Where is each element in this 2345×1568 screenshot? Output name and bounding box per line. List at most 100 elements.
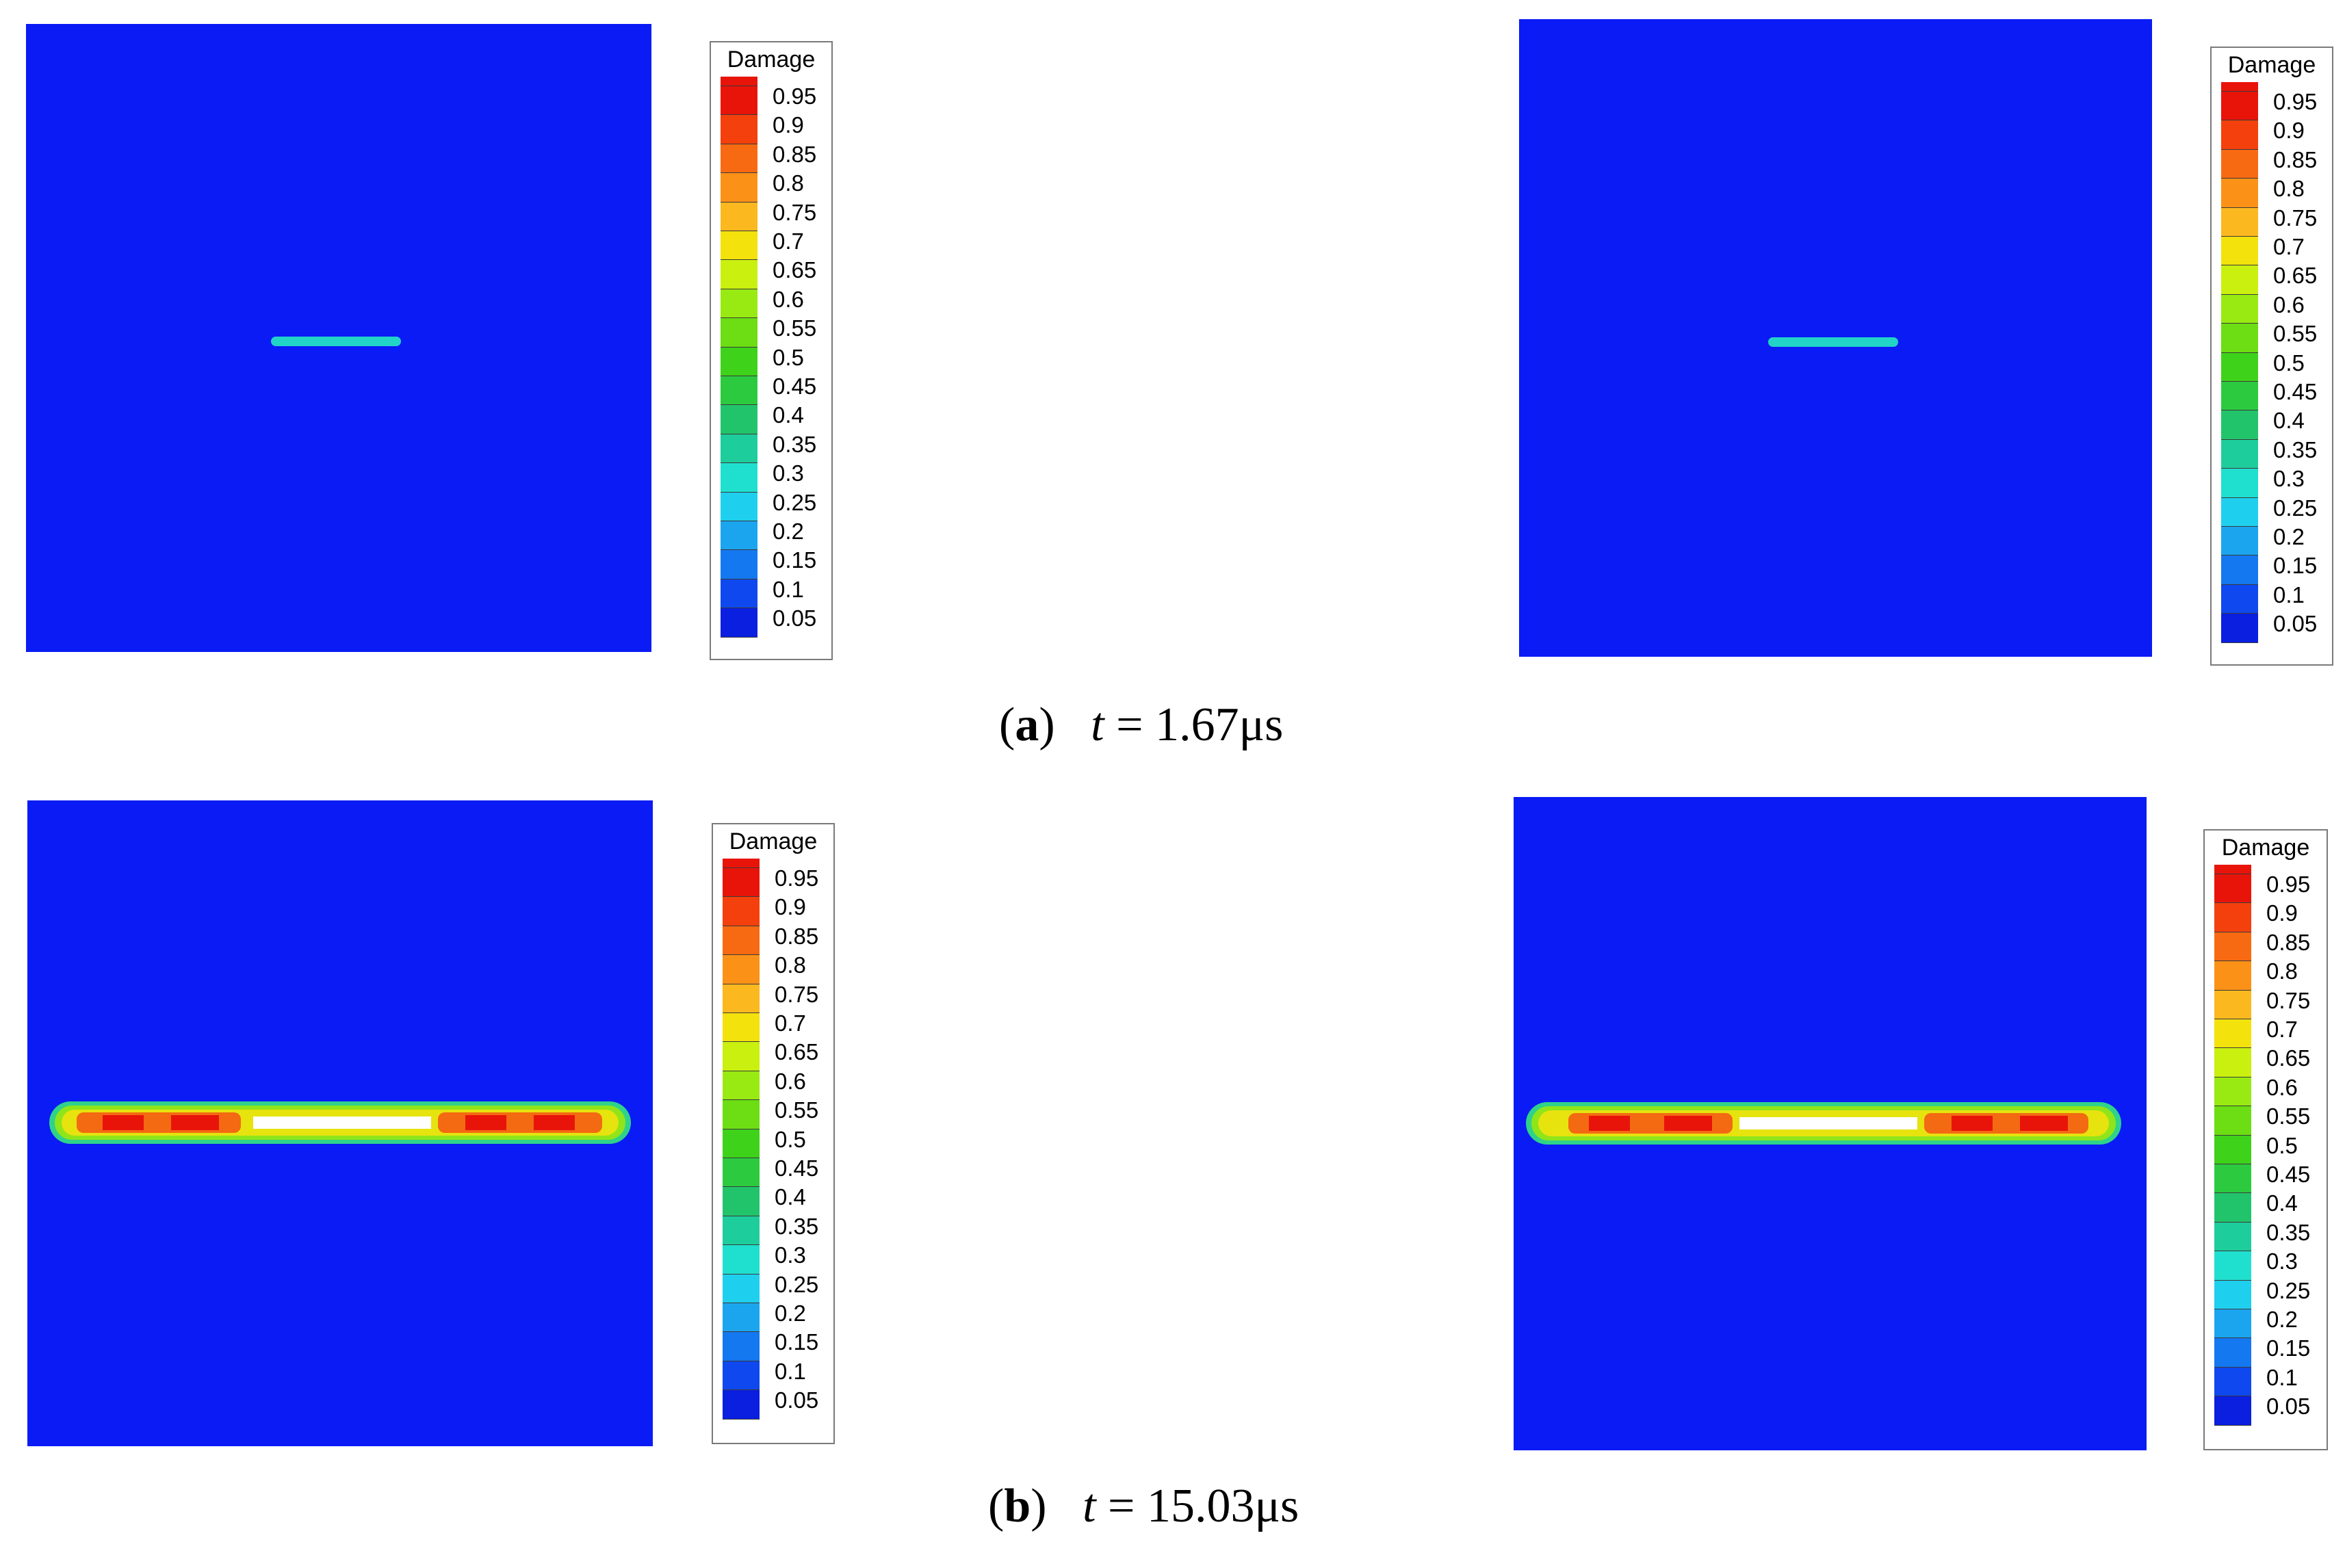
legend-swatch (721, 318, 757, 348)
legend-label: 0.35 (773, 431, 817, 457)
legend-swatch (2221, 179, 2258, 208)
legend-label: 0.85 (773, 141, 817, 167)
legend-swatch (2214, 990, 2251, 1019)
legend-swatch (2221, 556, 2258, 585)
initial-crack (1768, 337, 1898, 347)
legend-swatch (2214, 1338, 2251, 1368)
caption-b: (b) t = 15.03μs (988, 1480, 1299, 1532)
legend-label: 0.25 (775, 1271, 819, 1297)
legend-swatch (723, 1245, 760, 1275)
legend-swatch (721, 521, 757, 551)
legend-swatch (2214, 1222, 2251, 1252)
legend-label: 0.15 (2266, 1335, 2311, 1361)
legend-label: 0.55 (2266, 1103, 2311, 1129)
legend-swatch (723, 868, 760, 898)
legend-label: 0.3 (2266, 1249, 2298, 1275)
legend-swatch (721, 347, 757, 376)
legend-swatch (2221, 527, 2258, 556)
legend-label: 0.35 (2266, 1219, 2311, 1245)
legend-label: 0.95 (2273, 89, 2318, 114)
legend-swatch (721, 86, 757, 116)
legend-label: 0.35 (2273, 436, 2318, 462)
legend-swatch (2214, 1280, 2251, 1309)
legend-label: 0.3 (2273, 466, 2305, 492)
legend-swatch (721, 144, 757, 174)
legend-swatch (723, 1216, 760, 1246)
legend-label: 0.65 (2273, 263, 2318, 289)
legend-swatch (723, 1332, 760, 1361)
legend-label: 0.05 (773, 605, 817, 631)
legend-label: 0.9 (2273, 118, 2305, 144)
legend-swatch (721, 173, 757, 202)
legend-label: 0.25 (2266, 1277, 2311, 1303)
legend-label: 0.9 (2266, 900, 2298, 926)
damage-legend: Damage 0.95 0.9 0.85 0.8 0.75 0.7 0.65 0.6 0.55 0.… (712, 823, 835, 1444)
legend-swatch (2221, 324, 2258, 353)
legend-label: 0.95 (2266, 872, 2311, 897)
legend-swatch (721, 463, 757, 493)
legend-swatch-cap (723, 859, 760, 868)
legend-label: 0.2 (775, 1301, 806, 1326)
legend-label: 0.55 (773, 315, 817, 341)
legend-swatch (2214, 1309, 2251, 1339)
legend-swatch (723, 1187, 760, 1216)
damage-field-plate (1519, 19, 2152, 657)
legend-swatch (2221, 614, 2258, 643)
legend-swatch (2214, 1193, 2251, 1223)
caption-a: (a) t = 1.67μs (999, 698, 1284, 751)
legend-label: 0.45 (2266, 1162, 2311, 1187)
legend-label: 0.75 (773, 199, 817, 225)
legend-label: 0.8 (775, 952, 806, 978)
legend-label: 0.65 (773, 257, 817, 283)
legend-label: 0.1 (773, 576, 804, 602)
legend-label: 0.1 (775, 1358, 806, 1384)
legend-swatch (723, 1100, 760, 1129)
legend-label: 0.2 (2273, 524, 2305, 549)
legend-swatch (2221, 382, 2258, 411)
legend-swatch (721, 579, 757, 609)
legend-swatch-cap (2221, 82, 2258, 92)
legend-label: 0.65 (775, 1039, 819, 1065)
legend-label: 0.35 (775, 1213, 819, 1239)
legend-swatch (2214, 1251, 2251, 1281)
legend-label: 0.3 (773, 460, 804, 486)
damage-legend: Damage 0.95 0.9 0.85 0.8 0.75 0.7 0.65 0.6 0.55 0.… (2203, 829, 2328, 1450)
legend-swatch (2221, 294, 2258, 324)
legend-title: Damage (729, 828, 818, 854)
legend-swatch (2221, 584, 2258, 614)
legend-label: 0.85 (775, 923, 819, 949)
legend-swatch (2214, 1077, 2251, 1107)
legend-swatch (721, 231, 757, 261)
legend-label: 0.5 (2273, 350, 2305, 376)
legend-swatch (723, 955, 760, 984)
legend-label: 0.8 (2273, 176, 2305, 202)
legend-swatch (2221, 439, 2258, 469)
legend-swatch (721, 289, 757, 319)
legend-title: Damage (2227, 52, 2316, 78)
legend-label: 0.05 (775, 1387, 819, 1413)
legend-label: 0.15 (2273, 553, 2318, 579)
crack-damage-band (49, 1101, 631, 1144)
legend-swatch (723, 1042, 760, 1071)
legend-label: 0.15 (775, 1329, 819, 1355)
legend-label: 0.75 (2273, 205, 2318, 231)
initial-crack (271, 337, 401, 346)
damage-field-plate (27, 800, 653, 1446)
legend-label: 0.45 (773, 374, 817, 399)
legend-title: Damage (727, 47, 816, 73)
damage-field-plate (26, 24, 651, 652)
legend-swatch (723, 1390, 760, 1420)
crack-damage-band (1526, 1102, 2121, 1145)
legend-swatch (2214, 1164, 2251, 1194)
legend-swatch (721, 376, 757, 406)
legend-label: 0.6 (2273, 291, 2305, 317)
legend-label: 0.95 (775, 865, 819, 891)
legend-label: 0.05 (2266, 1394, 2311, 1420)
legend-swatch (2214, 1106, 2251, 1136)
legend-swatch (723, 1274, 760, 1303)
damage-legend: Damage 0.95 0.9 0.85 0.8 0.75 0.7 0.65 0.6 0.55 0.… (710, 41, 833, 660)
legend-swatch (2214, 961, 2251, 991)
legend-swatch (2214, 1396, 2251, 1426)
legend-label: 0.7 (775, 1010, 806, 1036)
legend-swatch (723, 1158, 760, 1188)
